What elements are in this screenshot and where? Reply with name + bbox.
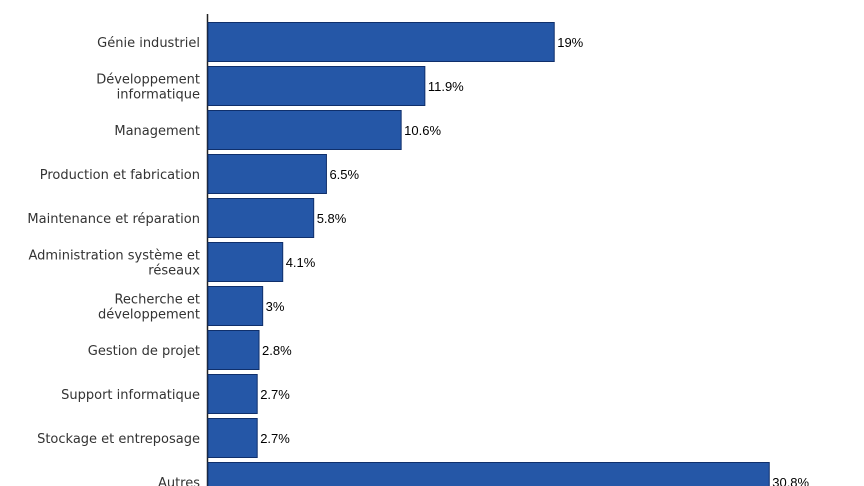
value-label-4: 5.8%: [317, 211, 347, 226]
category-label-6: Recherche et développement: [98, 293, 200, 323]
category-label-10: Autres: [158, 476, 200, 486]
value-labels-group: 19% 11.9% 10.6% 6.5% 5.8% 4.1% 3% 2.8% 2.7% 2.7% 3…: [260, 35, 809, 486]
bar-10: [207, 462, 770, 486]
category-label-1: Développement informatique: [96, 73, 200, 103]
category-label-8: Support informatique: [61, 388, 200, 403]
category-label-2: Management: [114, 124, 200, 139]
bar-9: [207, 418, 258, 458]
value-label-8: 2.7%: [260, 387, 290, 402]
category-label-3: Production et fabrication: [40, 168, 200, 183]
category-labels-group: Génie industriel Développement informatiqu…: [27, 36, 200, 486]
bar-1: [207, 66, 426, 106]
category-label-9: Stockage et entreposage: [37, 432, 200, 447]
bar-3: [207, 154, 327, 194]
category-label-0: Génie industriel: [97, 36, 200, 51]
category-label-7: Gestion de projet: [88, 344, 200, 359]
bar-2: [207, 110, 402, 150]
category-label-4: Maintenance et réparation: [27, 212, 200, 227]
bar-5: [207, 242, 284, 282]
bar-8: [207, 374, 258, 414]
bar-4: [207, 198, 315, 238]
value-label-10: 30.8%: [772, 475, 809, 486]
value-label-2: 10.6%: [404, 123, 441, 138]
value-label-5: 4.1%: [286, 255, 316, 270]
value-label-7: 2.8%: [262, 343, 292, 358]
bar-6: [207, 286, 264, 326]
category-label-5: Administration système et réseaux: [29, 249, 201, 279]
value-label-9: 2.7%: [260, 431, 290, 446]
bars-group: [207, 22, 770, 486]
bar-7: [207, 330, 260, 370]
value-label-6: 3%: [266, 299, 285, 314]
value-label-0: 19%: [557, 35, 583, 50]
bar-0: [207, 22, 555, 62]
value-label-3: 6.5%: [329, 167, 359, 182]
value-label-1: 11.9%: [428, 79, 464, 94]
